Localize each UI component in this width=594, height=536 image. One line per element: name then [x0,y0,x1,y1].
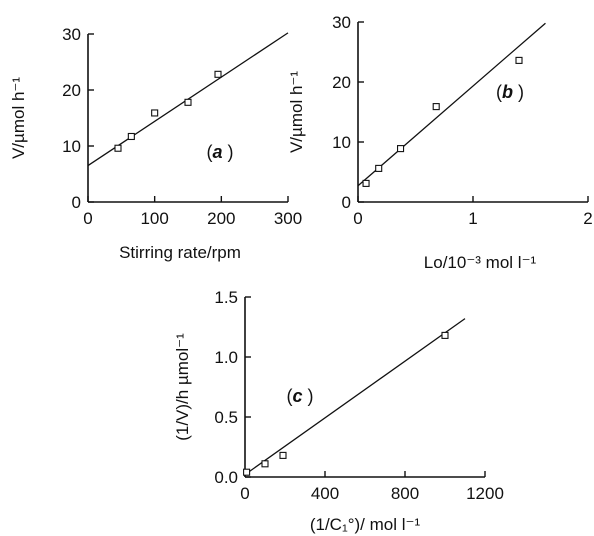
y-tick-label: 20 [332,73,351,92]
x-tick-label: 400 [311,484,339,503]
x-tick-label: 1 [468,209,477,228]
data-point [127,132,135,141]
x-tick-label: 2 [583,209,592,228]
y-axis-title: V/µmol h⁻¹ [9,77,28,159]
x-tick-label: 200 [207,209,235,228]
data-point [114,144,122,152]
x-axis-title: (1/C₁°)/ mol l⁻¹ [310,515,421,534]
x-tick-label: 1200 [466,484,504,503]
x-tick-label: 0 [353,209,362,228]
y-tick-label: 0.0 [214,468,238,487]
data-point [362,179,370,187]
x-tick-label: 300 [274,209,302,228]
data-point [432,103,440,111]
chart-panel-c: 0 400 800 1200 0.0 0.5 1.0 1.5 (c ) (1/C₁°)/ mol … [173,288,504,534]
y-tick-label: 30 [62,25,81,44]
y-tick-label: 30 [332,13,351,32]
data-point [261,460,269,468]
y-tick-label: 1.0 [214,348,238,367]
y-axis-title: V/µmol h⁻¹ [287,71,306,153]
data-point [515,56,523,64]
data-point [184,98,192,106]
fit-line [244,318,466,476]
x-axis-title: Stirring rate/rpm [119,243,241,262]
fit-line [357,22,546,187]
x-axis-title: Lo/10⁻³ mol l⁻¹ [424,253,537,272]
y-axis-title: (1/V)/h µmol⁻¹ [173,333,192,441]
y-tick-label: 10 [62,137,81,156]
y-tick-label: 0 [342,193,351,212]
x-tick-label: 800 [391,484,419,503]
y-tick-label: 20 [62,81,81,100]
data-point [375,164,383,172]
data-point [396,145,405,153]
data-point [243,468,251,476]
data-point [214,70,222,78]
chart-panel-a: 0 100 200 300 0 10 20 30 (a ) Stirring rate/rpm V/… [9,25,302,262]
data-point [441,331,449,339]
panel-label: (a ) [206,142,233,162]
x-tick-label: 0 [240,484,249,503]
y-tick-label: 10 [332,133,351,152]
y-tick-label: 0 [72,193,81,212]
data-point [279,451,287,459]
panel-label: (b ) [496,82,524,102]
x-tick-label: 100 [140,209,168,228]
panel-label: (c ) [286,386,313,406]
x-tick-label: 0 [83,209,92,228]
y-tick-label: 1.5 [214,288,238,307]
y-tick-label: 0.5 [214,408,238,427]
data-point [151,109,159,117]
